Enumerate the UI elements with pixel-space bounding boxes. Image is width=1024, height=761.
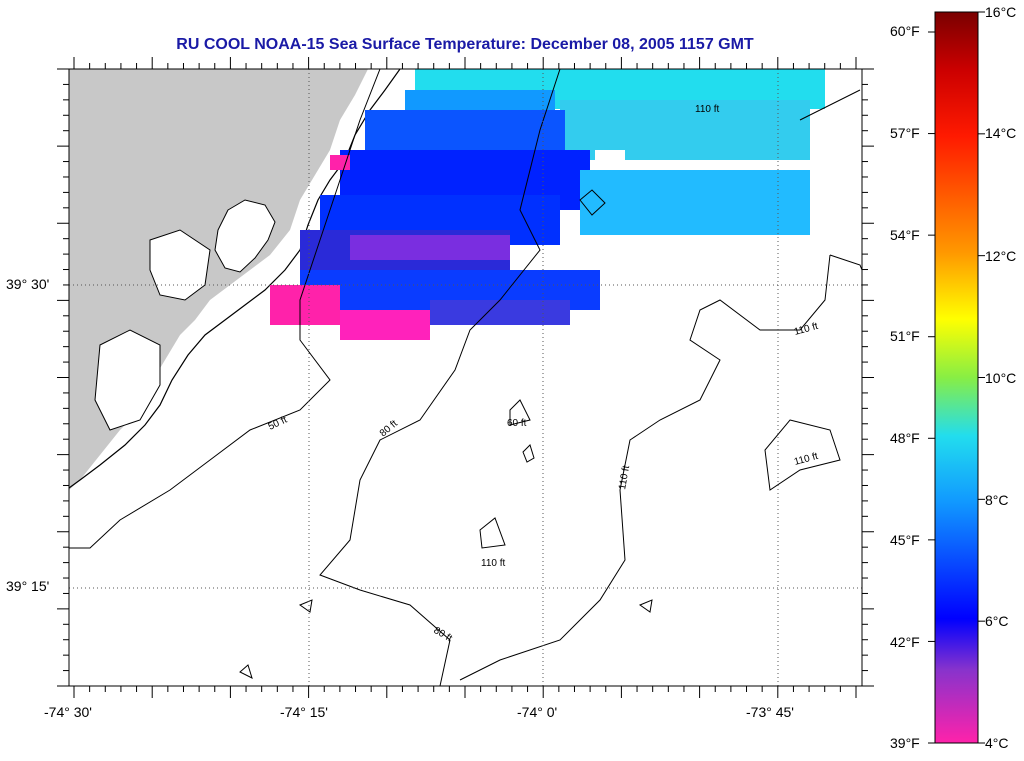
cb-c-16: 16°C [985,4,1017,20]
lon-label-73-45: -73° 45' [746,704,794,720]
contour-60ft-small [509,399,531,426]
map-title: RU COOL NOAA-15 Sea Surface Temperature:… [176,36,754,53]
contour-label-110-a: 110 ft [481,558,505,569]
contour-label-60-a: 60 ft [507,418,527,429]
land-marsh [149,229,211,301]
lon-label-74-30: -74° 30' [44,704,92,720]
contour-110ft-box [764,419,841,491]
depth-contours [69,69,862,686]
contour-110ft-small [479,517,506,549]
contour-diamond-1 [298,599,313,613]
contour-diamond-5 [579,189,606,216]
cb-c-4: 4°C [985,735,1009,751]
lon-label-74-0: -74° 0' [517,704,558,720]
contour-diamond-3 [239,664,253,679]
graticule [69,69,862,686]
cb-c-6: 6°C [985,613,1009,629]
lon-label-74-15: -74° 15' [280,704,328,720]
contour-label-110-d: 110 ft [617,464,632,490]
cb-f-45: 45°F [890,532,920,548]
cb-f-39: 39°F [890,735,920,751]
cb-f-51: 51°F [890,328,920,344]
lat-label-39-30: 39° 30' [6,276,50,292]
contour-diamond-4 [522,444,535,463]
contour-50ft [69,69,381,549]
cb-c-8: 8°C [985,492,1009,508]
cb-c-14: 14°C [985,125,1017,141]
contour-label-110-e: 110 ft [695,104,719,115]
cb-f-60: 60°F [890,23,920,39]
contour-110ft-east [799,89,861,121]
colorbar [934,11,979,744]
cb-f-42: 42°F [890,634,920,650]
cb-f-48: 48°F [890,430,920,446]
coastline [69,69,401,489]
cb-f-57: 57°F [890,125,920,141]
land-barrier [214,199,276,273]
cb-f-54: 54°F [890,227,920,243]
sst-raster [270,69,825,340]
land-marsh-south [94,329,161,431]
lat-label-39-15: 39° 15' [6,578,50,594]
contour-110ft-mid [459,254,862,681]
contour-80ft [319,69,561,686]
ticks [57,57,874,698]
cb-c-10: 10°C [985,370,1017,386]
contour-diamond-2 [638,599,653,613]
cb-c-12: 12°C [985,248,1017,264]
